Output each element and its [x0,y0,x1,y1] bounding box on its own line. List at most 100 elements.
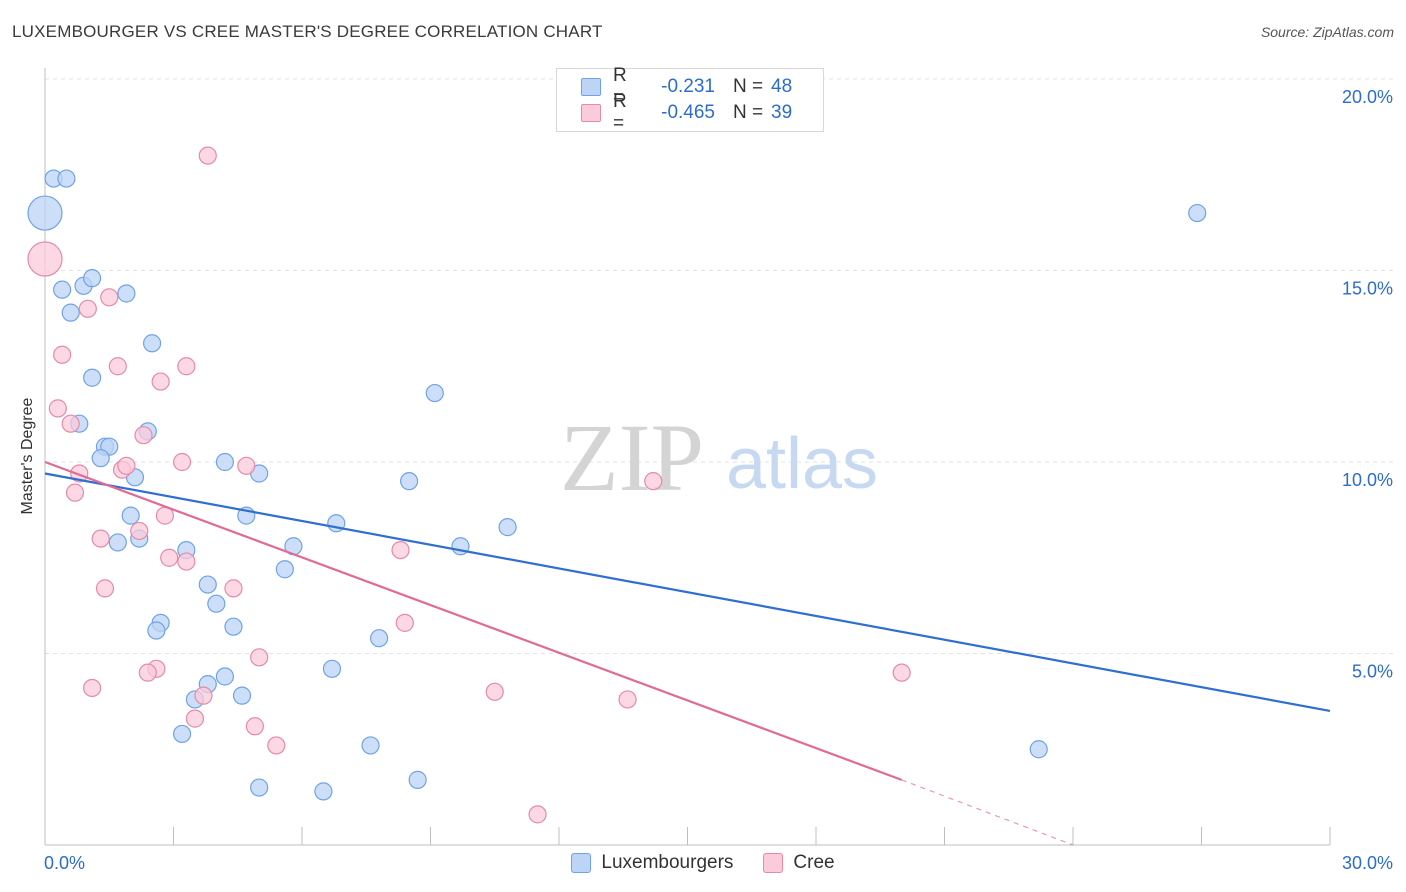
legend-swatch-luxembourgers [571,853,592,873]
cree-point [151,372,170,391]
cree-point [198,146,217,165]
cree-point [172,452,192,472]
cree-point [185,709,205,728]
luxembourger-trend-line [44,472,1331,713]
legend: Luxembourgers Cree [0,852,1406,874]
cree-point [528,805,547,824]
luxembourger-point [408,770,427,789]
luxembourger-point [57,169,76,188]
luxembourger-point [117,284,136,303]
cree-point [892,663,911,682]
luxembourger-point [53,280,72,299]
luxembourger-point [399,472,419,491]
luxembourger-point [1029,740,1048,759]
cree-point [108,357,127,376]
luxembourger-point [215,452,234,472]
luxembourger-point [275,560,294,579]
luxembourger-point [250,778,269,797]
luxembourger-point [425,383,444,403]
cree-point [138,663,157,682]
stats-n-value: 39 [771,102,793,123]
luxembourger-point [224,617,243,636]
chart-title: LUXEMBOURGER VS CREE MASTER'S DEGREE COR… [12,22,603,41]
legend-swatch-cree [763,853,784,873]
cree-point [194,686,213,705]
trend-lines [44,460,1331,846]
gridlines [45,78,1395,654]
x-tick-label: 0.0% [44,853,85,873]
luxembourger-point [1188,203,1207,223]
luxembourger-point [314,782,333,801]
stats-r-label: R = [613,91,627,134]
stats-swatch-luxembourgers [581,78,601,96]
luxembourger-point [198,575,217,594]
cree-point [83,678,102,698]
data-points [27,146,1207,824]
cree-point [160,548,179,567]
stats-swatch-cree [581,104,601,122]
luxembourger-point [172,724,192,744]
cree-point [391,540,410,560]
cree-point [70,464,89,483]
cree-point [117,456,136,475]
luxembourger-point [498,518,517,537]
stats-r-value: -0.465 [661,102,715,123]
stats-row-luxembourgers: R = -0.231 N = 48 [581,65,792,108]
y-axis-label: Master's Degree [19,397,36,515]
stats-r-value: -0.231 [661,76,715,97]
tick-labels: 5.0% 10.0% 15.0% 20.0% 0.0% 30.0% [44,87,1393,873]
cree-point [53,345,72,364]
luxembourger-point [91,449,110,468]
legend-item-cree[interactable]: Cree [763,852,835,874]
stats-n-label: N = [733,76,764,97]
cree-point [485,682,504,701]
cree-point [250,648,269,667]
x-tick-label: 30.0% [1342,853,1393,873]
y-tick-label: 10.0% [1342,470,1393,490]
y-tick-label: 15.0% [1342,279,1393,299]
luxembourger-point [232,686,252,705]
luxembourger-point [83,368,102,387]
luxembourger-point [61,303,80,322]
legend-item-luxembourgers[interactable]: Luxembourgers [571,852,733,874]
cree-point [91,529,110,548]
stats-n-label: N = [733,102,764,123]
legend-label-cree: Cree [793,852,835,873]
luxembourger-point [147,621,166,640]
luxembourger-point [361,736,380,755]
cree-point [177,552,196,571]
luxembourger-point [370,629,389,648]
luxembourger-point [108,533,127,552]
luxembourger-point [215,667,234,686]
cree-point [130,521,149,541]
cree-point [177,357,196,376]
cree-point [65,483,85,502]
luxembourger-point [27,195,63,231]
watermark-atlas: atlas [726,424,878,504]
y-tick-label: 5.0% [1352,662,1393,682]
stats-box: R = -0.231 N = 48 R = -0.465 N = 39 [556,65,824,134]
luxembourger-point [207,594,226,613]
luxembourger-point [142,334,162,353]
luxembourger-point [121,506,140,525]
cree-point [267,736,286,755]
luxembourger-point [322,659,342,678]
y-tick-label: 20.0% [1342,87,1393,107]
cree-point [644,472,663,491]
cree-trend-line [44,460,903,781]
cree-point [27,241,63,277]
stats-r-label: R = [613,65,627,108]
legend-label-luxembourgers: Luxembourgers [601,852,734,873]
source-label: Source: ZipAtlas.com [1260,24,1394,40]
luxembourger-point [83,269,102,288]
cree-point [224,579,243,598]
cree-point [78,299,97,318]
cree-point [61,414,80,433]
cree-point [237,456,256,475]
cree-point [134,426,153,445]
cree-point [48,399,67,418]
cree-point [95,579,115,598]
cree-point [395,613,414,632]
stats-row-cree: R = -0.465 N = 39 [581,91,793,134]
